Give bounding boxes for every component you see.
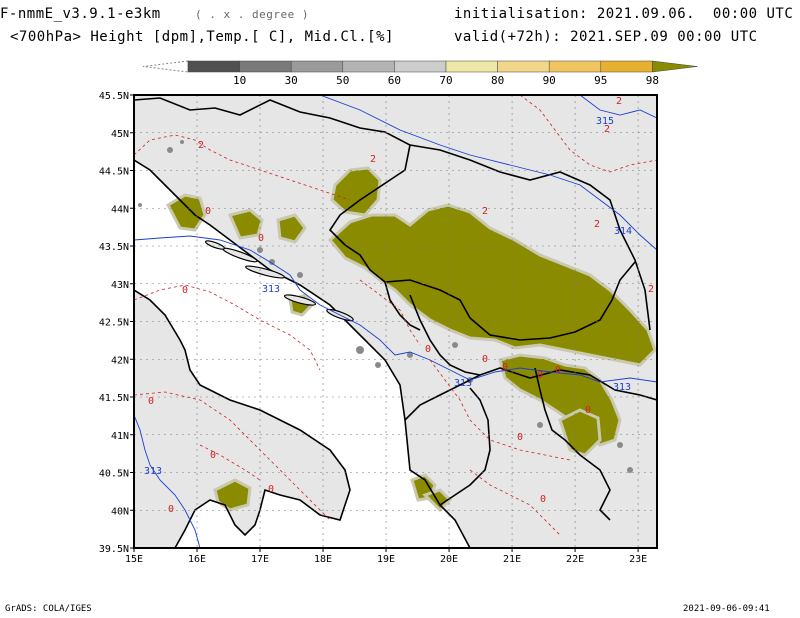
valid-time: valid(+72h): 2021.SEP.09 00:00 UTC <box>454 29 758 45</box>
temp-label: 0 <box>168 504 174 515</box>
lon-label: 15E <box>125 554 143 565</box>
height-label: 313 <box>613 382 631 393</box>
temp-label: 0 <box>258 233 264 244</box>
variables-label: <700hPa> Height [dpm],Temp.[ C], Mid.Cl.… <box>10 29 394 45</box>
temp-label: 0 <box>205 206 211 217</box>
lon-label: 23E <box>629 554 647 565</box>
colorbar-label: 90 <box>543 74 556 87</box>
temp-label: 2 <box>594 219 600 230</box>
temp-label: 2 <box>482 206 488 217</box>
lat-label: 43N <box>111 280 129 291</box>
temp-label: 0 <box>210 450 216 461</box>
lat-label: 43.5N <box>99 242 129 253</box>
temp-label: 2 <box>648 284 654 295</box>
colorbar-label: 10 <box>233 74 246 87</box>
temp-label: 0 <box>540 494 546 505</box>
lon-label: 21E <box>503 554 521 565</box>
lat-label: 44.5N <box>99 167 129 178</box>
colorbar-high-arrow <box>652 60 698 73</box>
lat-label: 40N <box>111 506 129 517</box>
plot-timestamp: 2021-09-06-09:41 <box>683 604 770 614</box>
temperature-contour-labels: 2 2 2 2 2 0 0 0 0 0 0 0 0 0 0 0 0 0 0 0 2 2 <box>148 96 654 515</box>
resolution-label: ( . x . degree ) <box>195 8 309 21</box>
lon-label: 16E <box>188 554 206 565</box>
lat-label: 41.5N <box>99 393 129 404</box>
lon-label: 19E <box>377 554 395 565</box>
colorbar-label: 60 <box>388 74 401 87</box>
temp-label: 0 <box>148 396 154 407</box>
temp-label: 2 <box>198 140 204 151</box>
lat-label: 45.5N <box>99 91 129 102</box>
lon-label: 17E <box>251 554 269 565</box>
temp-label: 0 <box>268 484 274 495</box>
lat-label: 42.5N <box>99 318 129 329</box>
land-italy <box>134 290 350 548</box>
land-balkans <box>134 95 657 548</box>
colorbar: 10 30 50 60 70 80 90 95 98 <box>142 60 698 87</box>
height-label: 314 <box>614 226 632 237</box>
lon-label: 20E <box>440 554 458 565</box>
lat-label: 41N <box>111 431 129 442</box>
height-label: 313 <box>454 378 472 389</box>
temp-label: 0 <box>517 432 523 443</box>
temp-label: 2 <box>604 124 610 135</box>
height-label: 313 <box>262 284 280 295</box>
temp-label: 2 <box>616 96 622 107</box>
temp-label: 0 <box>555 365 561 376</box>
lat-label: 44N <box>111 204 129 215</box>
colorbar-label: 70 <box>439 74 452 87</box>
height-contour-labels: 315 314 313 313 313 313 <box>144 116 632 477</box>
lat-label: 40.5N <box>99 469 129 480</box>
country-borders <box>134 97 657 548</box>
colorbar-label: 30 <box>285 74 298 87</box>
colorbar-label: 50 <box>336 74 349 87</box>
model-title: F-nmmE_v3.9.1-e3km <box>0 6 161 22</box>
height-label: 315 <box>596 116 614 127</box>
temp-label: 0 <box>425 344 431 355</box>
cloud-grey-cells <box>138 140 633 473</box>
lat-label: 39.5N <box>99 544 129 555</box>
temp-label: 0 <box>585 405 591 416</box>
temp-label: 0 <box>502 362 508 373</box>
grads-credit: GrADS: COLA/IGES <box>5 604 92 614</box>
colorbar-label: 80 <box>491 74 504 87</box>
lon-label: 22E <box>566 554 584 565</box>
temp-label: 0 <box>537 370 543 381</box>
lat-label: 42N <box>111 355 129 366</box>
lat-axis-labels: 45.5N 45N 44.5N 44N 43.5N 43N 42.5N 42N 41.5N 41N… <box>99 91 134 555</box>
lon-label: 18E <box>314 554 332 565</box>
lat-label: 45N <box>111 129 129 140</box>
land-greece <box>600 490 657 548</box>
temp-label: 2 <box>370 154 376 165</box>
height-contours <box>134 95 657 548</box>
islands <box>204 240 354 322</box>
height-label: 313 <box>144 466 162 477</box>
lon-axis-labels: 15E 16E 17E 18E 19E 20E 21E 22E 23E <box>125 548 647 565</box>
temp-label: 0 <box>482 354 488 365</box>
initialisation-time: initialisation: 2021.09.06. 00:00 UTC <box>454 6 794 22</box>
colorbar-label: 98 <box>646 74 659 87</box>
colorbar-label: 95 <box>594 74 607 87</box>
temp-label: 0 <box>182 285 188 296</box>
temperature-contours <box>134 95 657 536</box>
